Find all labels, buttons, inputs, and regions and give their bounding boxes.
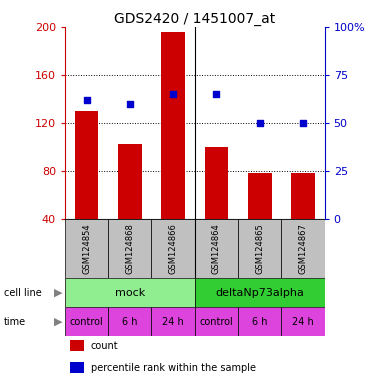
Title: GDS2420 / 1451007_at: GDS2420 / 1451007_at xyxy=(114,12,275,26)
Bar xyxy=(248,173,272,219)
FancyBboxPatch shape xyxy=(65,219,108,278)
Text: deltaNp73alpha: deltaNp73alpha xyxy=(215,288,304,298)
FancyBboxPatch shape xyxy=(281,307,325,336)
Point xyxy=(257,120,263,126)
Text: percentile rank within the sample: percentile rank within the sample xyxy=(91,363,256,373)
FancyBboxPatch shape xyxy=(195,278,325,307)
Bar xyxy=(70,362,85,373)
Text: count: count xyxy=(91,341,118,351)
Text: GSM124868: GSM124868 xyxy=(125,223,134,274)
Bar xyxy=(204,147,228,219)
FancyBboxPatch shape xyxy=(108,307,151,336)
Text: ▶: ▶ xyxy=(54,288,62,298)
Point xyxy=(170,91,176,97)
FancyBboxPatch shape xyxy=(108,219,151,278)
Point xyxy=(213,91,219,97)
Text: control: control xyxy=(70,316,104,327)
Text: time: time xyxy=(4,316,26,327)
FancyBboxPatch shape xyxy=(238,307,281,336)
Point xyxy=(127,101,133,107)
Text: GSM124864: GSM124864 xyxy=(212,223,221,274)
Text: 6 h: 6 h xyxy=(252,316,267,327)
FancyBboxPatch shape xyxy=(195,219,238,278)
Text: GSM124854: GSM124854 xyxy=(82,223,91,274)
Bar xyxy=(75,111,98,219)
Text: GSM124865: GSM124865 xyxy=(255,223,264,274)
FancyBboxPatch shape xyxy=(151,219,195,278)
FancyBboxPatch shape xyxy=(151,307,195,336)
FancyBboxPatch shape xyxy=(238,219,281,278)
FancyBboxPatch shape xyxy=(65,307,108,336)
Text: mock: mock xyxy=(115,288,145,298)
Point xyxy=(300,120,306,126)
Text: 6 h: 6 h xyxy=(122,316,138,327)
FancyBboxPatch shape xyxy=(195,307,238,336)
Bar xyxy=(161,31,185,219)
Text: ▶: ▶ xyxy=(54,316,62,327)
Text: control: control xyxy=(200,316,233,327)
FancyBboxPatch shape xyxy=(281,219,325,278)
FancyBboxPatch shape xyxy=(65,278,195,307)
Text: GSM124866: GSM124866 xyxy=(169,223,178,274)
Text: 24 h: 24 h xyxy=(162,316,184,327)
Bar xyxy=(70,339,85,351)
Bar xyxy=(118,144,142,219)
Point xyxy=(83,97,89,103)
Text: cell line: cell line xyxy=(4,288,42,298)
Text: GSM124867: GSM124867 xyxy=(299,223,308,274)
Bar xyxy=(291,173,315,219)
Text: 24 h: 24 h xyxy=(292,316,314,327)
